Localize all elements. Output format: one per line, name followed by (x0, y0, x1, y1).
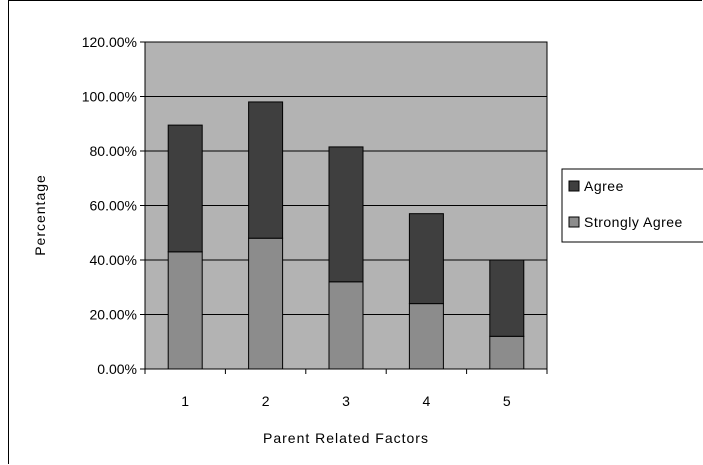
x-tick-label: 4 (423, 393, 431, 409)
x-tick-label: 5 (503, 393, 511, 409)
y-tick-label: 40.00% (90, 252, 137, 268)
chart-frame (8, 0, 702, 464)
x-axis-title: Parent Related Factors (263, 430, 429, 446)
y-tick-label: 120.00% (82, 34, 137, 50)
legend-label: Strongly Agree (584, 214, 683, 230)
bar-strongly-agree (167, 251, 203, 370)
bar-agree (328, 146, 364, 283)
bars (167, 101, 525, 370)
bar-strongly-agree (248, 237, 284, 370)
legend-box (561, 168, 703, 243)
bar-agree (489, 259, 525, 337)
y-axis-title: Percentage (32, 174, 48, 256)
y-tick-label: 80.00% (90, 143, 137, 159)
bar-strongly-agree (489, 335, 525, 370)
y-tick-label: 60.00% (90, 198, 137, 214)
legend-label: Agree (584, 178, 624, 194)
bar-agree (248, 101, 284, 239)
x-tick-label: 2 (262, 393, 270, 409)
legend-swatch (568, 216, 580, 228)
x-axis-ticks: 1 2 3 4 5 (144, 369, 548, 409)
bar-strongly-agree (328, 281, 364, 370)
bar-agree (167, 124, 203, 253)
y-tick-label: 20.00% (90, 307, 137, 323)
y-tick-label: 100.00% (82, 89, 137, 105)
x-tick-label: 3 (342, 393, 350, 409)
bar-strongly-agree (408, 303, 444, 370)
legend: Agree Strongly Agree (561, 168, 703, 243)
legend-swatch (568, 180, 580, 192)
y-tick-label: 0.00% (97, 361, 137, 377)
y-axis-ticks: 0.00% 20.00% 40.00% 60.00% 80.00% 100.00% 120.… (82, 34, 145, 377)
bar-agree (408, 213, 444, 305)
x-tick-label: 1 (181, 393, 189, 409)
